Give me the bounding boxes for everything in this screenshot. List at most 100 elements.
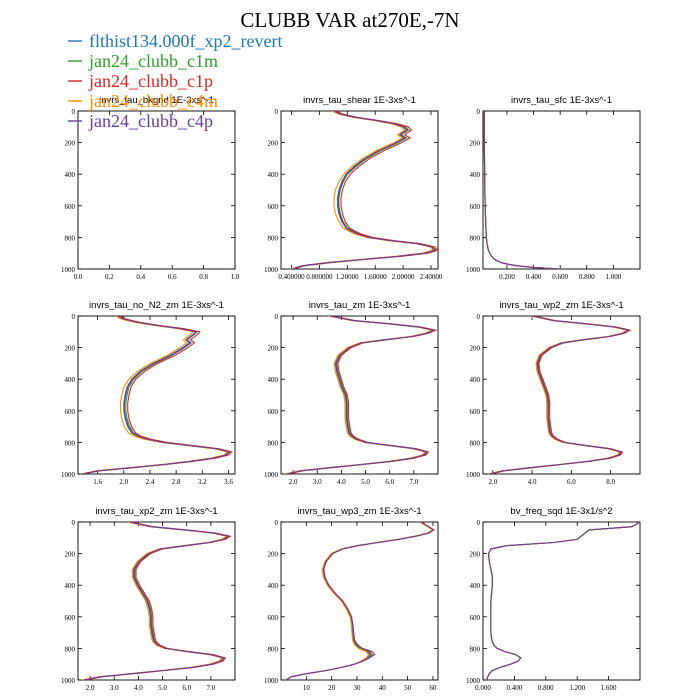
y-tick-label: 0 xyxy=(72,108,76,116)
x-tick-label: 5.0 xyxy=(361,478,370,486)
y-tick-label: 1000 xyxy=(61,471,76,479)
panel-title: invrs_tau_zm 1E-3xs^-1 xyxy=(309,300,411,311)
x-tick-label: 0.800000 xyxy=(306,273,333,281)
x-tick-label: 6.0 xyxy=(567,478,576,486)
panel-title: invrs_tau_xp2_zm 1E-3xs^-1 xyxy=(95,506,217,517)
x-tick-label: 0.800 xyxy=(579,273,595,281)
series-line-1 xyxy=(488,316,630,474)
series-line-1 xyxy=(285,316,435,474)
y-tick-label: 200 xyxy=(65,345,76,353)
series-line-4 xyxy=(290,111,435,269)
y-tick-label: 1000 xyxy=(61,266,76,274)
x-tick-label: 20 xyxy=(328,684,336,692)
y-tick-label: 800 xyxy=(65,234,76,242)
y-tick-label: 600 xyxy=(470,614,481,622)
plot-frame xyxy=(280,521,439,681)
series-line-1 xyxy=(483,111,561,269)
x-tick-label: 50 xyxy=(404,684,412,692)
x-tick-label: 0.8 xyxy=(199,273,208,281)
y-tick-label: 800 xyxy=(268,234,279,242)
x-tick-label: 2.0 xyxy=(289,478,298,486)
panel-title: invrs_tau_bkgnd 1E-3xs^-1 xyxy=(99,95,214,106)
legend: flthist134.000f_xp2_revertjan24_clubb_c1… xyxy=(68,31,282,131)
y-tick-label: 400 xyxy=(470,582,481,590)
y-tick-label: 400 xyxy=(65,582,76,590)
y-tick-label: 0 xyxy=(477,313,481,321)
series-line-3 xyxy=(490,316,632,474)
series-line-5 xyxy=(81,316,231,474)
y-tick-label: 0 xyxy=(275,108,279,116)
x-tick-label: 6.0 xyxy=(385,478,394,486)
figure-title: CLUBB VAR at270E,-7N xyxy=(240,8,459,32)
x-tick-label: 0.2 xyxy=(105,273,114,281)
series-line-2 xyxy=(483,111,561,269)
series-group xyxy=(80,316,233,474)
series-line-5 xyxy=(285,522,435,680)
y-tick-label: 800 xyxy=(470,439,481,447)
y-tick-label: 800 xyxy=(268,645,279,653)
panel-bv-freq-sqd: bv_freq_sqd 1E-3x1/s^2020040060080010000… xyxy=(466,506,641,692)
x-tick-label: 3.6 xyxy=(224,478,233,486)
series-group xyxy=(81,522,232,680)
series-group xyxy=(290,111,438,269)
panel-invrs-tau-wp2-zm: invrs_tau_wp2_zm 1E-3xs^-1 0 200 400 600 800 1… xyxy=(466,300,641,486)
y-tick-label: 0 xyxy=(275,313,279,321)
x-tick-label: 1.0 xyxy=(231,273,240,281)
x-tick-label: 1.20000 xyxy=(336,273,359,281)
panel-title: invrs_tau_sfc 1E-3xs^-1 xyxy=(511,95,612,106)
x-tick-label: 5.0 xyxy=(158,684,167,692)
y-tick-label: 200 xyxy=(470,551,481,559)
y-tick-label: 1000 xyxy=(466,266,481,274)
x-tick-label: 2.8 xyxy=(172,478,181,486)
y-tick-label: 400 xyxy=(65,171,76,179)
x-tick-label: 8.0 xyxy=(606,478,615,486)
plot-frame xyxy=(482,521,641,681)
y-tick-label: 200 xyxy=(470,140,481,148)
legend-label: jan24_clubb_c4m xyxy=(88,91,218,111)
panel-invrs-tau-bkgnd: invrs_tau_bkgnd 1E-3xs^-1 0 200 400 600 800 10… xyxy=(61,95,240,281)
series-line-4 xyxy=(81,522,228,680)
plot-frame xyxy=(77,315,236,475)
series-line-3 xyxy=(83,316,233,474)
y-tick-label: 0 xyxy=(72,519,76,527)
panel-title: bv_freq_sqd 1E-3x1/s^2 xyxy=(510,506,612,517)
x-tick-label: 2.00000 xyxy=(392,273,415,281)
x-tick-label: 0.400000 xyxy=(278,273,305,281)
series-group xyxy=(483,111,561,269)
x-tick-label: 2.40000 xyxy=(420,273,443,281)
x-tick-label: 2.4 xyxy=(146,478,155,486)
y-tick-label: 0 xyxy=(275,519,279,527)
y-tick-label: 800 xyxy=(65,645,76,653)
panel-invrs-tau-no-N2-zm: invrs_tau_no_N2_zm 1E-3xs^-1 0 200 400 600 80… xyxy=(61,300,236,486)
series-line-2 xyxy=(83,522,231,680)
panel-invrs-tau-shear: invrs_tau_shear 1E-3xs^-1 0 200 400 600 800 10… xyxy=(264,95,443,281)
series-line-3 xyxy=(293,111,438,269)
series-line-3 xyxy=(85,522,232,680)
x-tick-label: 2.0 xyxy=(86,684,95,692)
y-tick-label: 200 xyxy=(268,345,279,353)
y-tick-label: 0 xyxy=(477,519,481,527)
series-line-2 xyxy=(286,316,437,474)
series-group xyxy=(284,316,438,474)
y-tick-label: 800 xyxy=(268,439,279,447)
series-group xyxy=(487,316,632,474)
x-tick-label: 30 xyxy=(353,684,361,692)
y-tick-label: 400 xyxy=(470,376,481,384)
x-tick-label: 1.6 xyxy=(93,478,102,486)
y-tick-label: 600 xyxy=(268,408,279,416)
legend-label: jan24_clubb_c1p xyxy=(88,71,213,91)
x-tick-label: 4.0 xyxy=(528,478,537,486)
x-tick-label: 0.200 xyxy=(499,273,515,281)
series-group xyxy=(285,522,435,680)
series-line-4 xyxy=(80,316,229,474)
x-tick-label: 40 xyxy=(379,684,387,692)
y-tick-label: 0 xyxy=(477,108,481,116)
y-tick-label: 400 xyxy=(470,171,481,179)
y-tick-label: 200 xyxy=(268,140,279,148)
y-tick-label: 800 xyxy=(470,645,481,653)
series-line-4 xyxy=(487,316,629,474)
series-line-5 xyxy=(483,111,561,269)
y-tick-label: 1000 xyxy=(61,677,76,685)
y-tick-label: 1000 xyxy=(264,677,279,685)
